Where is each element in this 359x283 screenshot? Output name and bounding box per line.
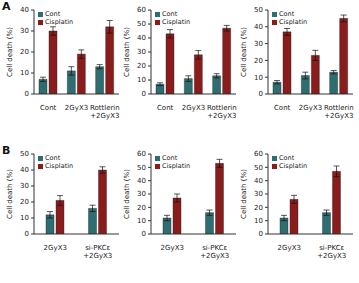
svg-text:Cell death (%): Cell death (%)	[8, 169, 14, 219]
svg-text:0: 0	[259, 90, 263, 98]
svg-text:40: 40	[20, 166, 29, 174]
svg-text:30: 30	[137, 190, 146, 198]
svg-text:20: 20	[254, 204, 263, 212]
svg-text:50: 50	[254, 6, 263, 14]
svg-text:10: 10	[137, 217, 146, 225]
svg-text:20: 20	[20, 198, 29, 206]
svg-text:50: 50	[137, 164, 146, 172]
svg-text:0: 0	[142, 230, 146, 238]
html-text:Cont: Cont	[279, 10, 295, 18]
svg-text:Cont: Cont	[274, 104, 291, 112]
html-text:Cont: Cont	[45, 10, 61, 18]
html-text:Cisplatin: Cisplatin	[45, 18, 74, 26]
svg-text:20: 20	[137, 62, 146, 70]
svg-text:30: 30	[254, 40, 263, 48]
html-text:Cont: Cont	[162, 10, 178, 18]
svg-text:50: 50	[137, 20, 146, 28]
html-text:Cont: Cont	[279, 154, 295, 162]
svg-text:30: 30	[20, 182, 29, 190]
svg-text:40: 40	[254, 23, 263, 31]
svg-text:2GyX3: 2GyX3	[182, 104, 205, 112]
html-text:Cont: Cont	[162, 154, 178, 162]
svg-text:20: 20	[137, 204, 146, 212]
svg-text:Cell death (%): Cell death (%)	[240, 169, 248, 219]
svg-text:40: 40	[137, 177, 146, 185]
svg-text:20: 20	[254, 57, 263, 65]
html-text:Cisplatin: Cisplatin	[162, 162, 191, 170]
svg-text:20: 20	[20, 48, 29, 56]
svg-text:40: 40	[137, 34, 146, 42]
svg-text:Cont: Cont	[40, 104, 57, 112]
html-text:Cisplatin: Cisplatin	[45, 162, 74, 170]
svg-text:si-PKCε+2GyX3: si-PKCε+2GyX3	[83, 244, 112, 260]
html-text:Cisplatin: Cisplatin	[162, 18, 191, 26]
svg-text:10: 10	[20, 214, 29, 222]
svg-text:60: 60	[254, 150, 263, 158]
svg-text:0: 0	[25, 230, 29, 238]
svg-text:2GyX3: 2GyX3	[299, 104, 322, 112]
svg-text:Cell death (%): Cell death (%)	[240, 27, 248, 77]
html-text:Cisplatin: Cisplatin	[279, 162, 308, 170]
svg-text:10: 10	[137, 76, 146, 84]
svg-text:Rottlerin+2GyX3: Rottlerin+2GyX3	[207, 104, 237, 120]
svg-text:0: 0	[259, 230, 263, 238]
svg-text:si-PKCε+2GyX3: si-PKCε+2GyX3	[317, 244, 346, 260]
svg-text:60: 60	[137, 6, 146, 14]
html-text:Cont: Cont	[45, 154, 61, 162]
html-text:B: B	[2, 144, 11, 157]
svg-text:40: 40	[20, 6, 29, 14]
svg-text:40: 40	[254, 177, 263, 185]
svg-text:10: 10	[20, 69, 29, 77]
svg-text:Cont: Cont	[157, 104, 174, 112]
html-text:Cisplatin: Cisplatin	[279, 18, 308, 26]
svg-text:30: 30	[137, 48, 146, 56]
svg-text:Rottlerin+2GyX3: Rottlerin+2GyX3	[324, 104, 351, 120]
html-text:A: A	[2, 0, 11, 13]
svg-text:10: 10	[254, 74, 263, 82]
svg-text:si-PKCε+2GyX3: si-PKCε+2GyX3	[200, 244, 229, 260]
svg-text:2GyX3: 2GyX3	[278, 244, 301, 252]
svg-text:30: 30	[20, 27, 29, 35]
svg-text:Cell death (%): Cell death (%)	[123, 169, 131, 219]
svg-text:2GyX3: 2GyX3	[65, 104, 88, 112]
svg-text:10: 10	[254, 217, 263, 225]
svg-text:2GyX3: 2GyX3	[161, 244, 184, 252]
svg-text:0: 0	[142, 90, 146, 98]
svg-text:50: 50	[20, 150, 29, 158]
svg-text:50: 50	[254, 164, 263, 172]
svg-text:0: 0	[25, 90, 29, 98]
svg-text:Cell death (%): Cell death (%)	[8, 27, 14, 77]
svg-text:Rottlerin+2GyX3: Rottlerin+2GyX3	[90, 104, 120, 120]
svg-text:2GyX3: 2GyX3	[44, 244, 67, 252]
svg-text:Cell death (%): Cell death (%)	[123, 27, 131, 77]
svg-text:60: 60	[137, 150, 146, 158]
svg-text:30: 30	[254, 190, 263, 198]
